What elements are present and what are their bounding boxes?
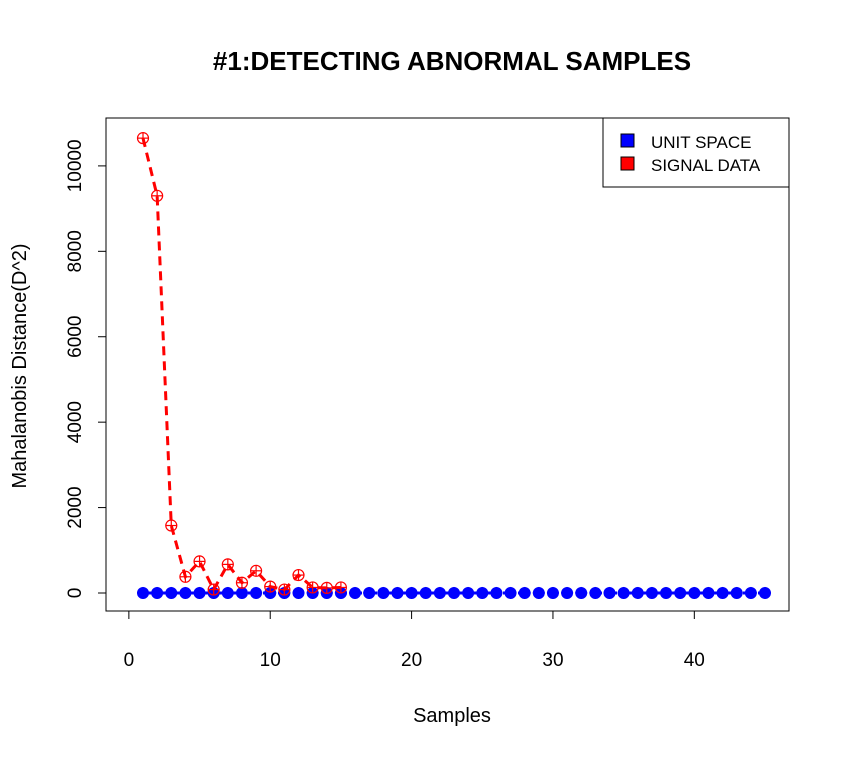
data-point [518,586,531,599]
data-point [363,586,376,599]
data-point [744,586,757,599]
x-tick-label: 20 [401,650,422,671]
data-point [476,586,489,599]
data-point [490,586,503,599]
data-point [504,586,517,599]
y-tick-label: 0 [65,588,86,599]
data-point [235,576,249,589]
y-axis-label: Mahalanobis Distance(D^2) [9,243,31,488]
data-point [250,586,263,599]
data-point [264,586,277,599]
data-point [617,586,630,599]
data-point [575,586,588,599]
data-point [235,586,248,599]
x-axis: 0 10 20 30 40 [124,610,705,671]
legend-label-signal-data: SIGNAL DATA [651,156,761,175]
data-point [561,586,574,599]
legend-swatch-unit-space [620,133,635,148]
data-point [589,586,602,599]
y-tick-label: 6000 [65,316,86,358]
data-point [137,586,149,599]
series-line [141,137,341,593]
series-layer [136,132,771,599]
data-point [320,581,333,594]
data-point [419,586,432,599]
data-point [645,586,658,599]
y-tick-label: 10000 [65,139,86,192]
y-axis: 0 2000 4000 6000 8000 10000 [65,139,107,599]
data-point [179,586,192,599]
chart-title: #1:DETECTING ABNORMAL SAMPLES [213,46,691,76]
data-point [151,189,164,202]
data-point [278,583,291,596]
data-point [405,586,418,599]
data-point [702,586,715,599]
data-point [391,586,404,599]
data-point [730,586,743,599]
data-point [179,570,192,583]
data-point [221,586,234,599]
plot-frame [105,117,790,612]
data-point [433,586,446,599]
legend: UNIT SPACE SIGNAL DATA [602,117,790,188]
data-point [631,586,644,599]
data-point [151,586,164,599]
data-point [716,586,729,599]
y-tick-label: 8000 [65,230,86,272]
data-point [165,586,178,599]
data-point [674,586,687,599]
data-point [207,583,220,596]
series-signal-data [136,132,348,596]
data-point [165,519,178,532]
data-point [532,586,545,599]
data-point [759,586,771,599]
data-point [334,581,348,594]
data-point [349,586,362,599]
legend-swatch-signal-data [620,156,635,171]
data-point [193,586,206,599]
data-point [264,580,277,593]
x-axis-label: Samples [413,705,491,727]
data-point [221,558,234,571]
data-point [603,586,616,599]
data-point [306,581,319,594]
legend-label-unit-space: UNIT SPACE [651,133,751,152]
data-point [448,586,460,599]
data-point [462,586,475,599]
data-point [249,564,263,577]
data-point [377,586,390,599]
y-tick-label: 2000 [65,486,86,528]
legend-box [602,117,790,188]
series-unit-space [137,586,771,599]
x-tick-label: 0 [124,650,135,671]
data-point [688,586,701,599]
data-point [136,132,150,145]
data-point [660,586,673,599]
x-tick-label: 30 [542,650,563,671]
data-point [292,586,305,599]
data-point [193,555,206,568]
x-tick-label: 40 [684,650,705,671]
data-point [292,568,305,582]
data-point [546,586,559,599]
y-tick-label: 4000 [65,401,86,443]
x-tick-label: 10 [260,650,281,671]
